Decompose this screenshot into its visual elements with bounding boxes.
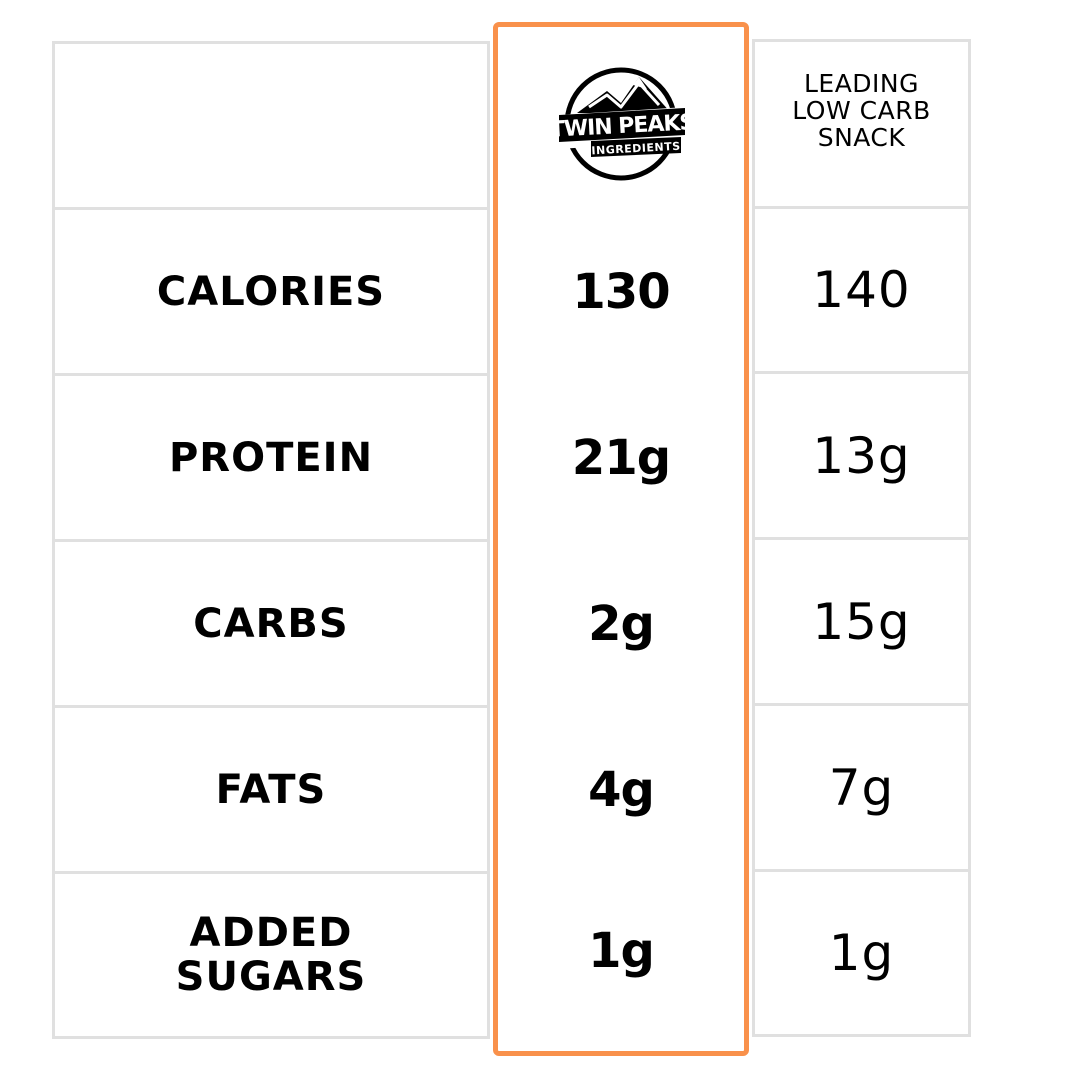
twin-peaks-logo: TWIN PEAKS INGREDIENTS bbox=[549, 63, 695, 185]
competitor-value-added-sugars: 1g bbox=[752, 869, 971, 1037]
header-empty-cell bbox=[52, 41, 490, 210]
twin-peaks-value-fats: 4g bbox=[498, 705, 744, 874]
row-label-text: FATS bbox=[215, 766, 327, 813]
row-label-calories: CALORIES bbox=[52, 207, 490, 376]
row-label-fats: FATS bbox=[52, 705, 490, 874]
competitor-value-text: 13g bbox=[812, 426, 911, 485]
competitor-header-label: LEADING LOW CARB SNACK bbox=[792, 70, 930, 151]
competitor-value-calories: 140 bbox=[752, 206, 971, 374]
row-label-text: PROTEIN bbox=[168, 434, 374, 481]
competitor-value-protein: 13g bbox=[752, 371, 971, 540]
competitor-value-carbs: 15g bbox=[752, 537, 971, 706]
twin-peaks-value-calories: 130 bbox=[498, 207, 744, 376]
competitor-value-text: 140 bbox=[812, 261, 911, 319]
row-label-carbs: CARBS bbox=[52, 539, 490, 708]
competitor-value-text: 15g bbox=[812, 592, 911, 651]
row-label-text: ADDED SUGARS bbox=[176, 911, 367, 999]
row-label-protein: PROTEIN bbox=[52, 373, 490, 542]
logo-text-sub: INGREDIENTS bbox=[591, 140, 681, 158]
twin-peaks-value-text: 1g bbox=[588, 923, 655, 979]
row-label-line: ADDED bbox=[189, 910, 353, 956]
twin-peaks-value-text: 2g bbox=[588, 595, 655, 652]
twin-peaks-value-text: 130 bbox=[572, 263, 670, 320]
row-label-added-sugars: ADDED SUGARS bbox=[52, 871, 490, 1039]
twin-peaks-logo-mark: TWIN PEAKS INGREDIENTS bbox=[549, 67, 695, 181]
twin-peaks-value-added-sugars: 1g bbox=[498, 871, 744, 1031]
twin-peaks-highlight-column bbox=[493, 22, 749, 1056]
competitor-value-text: 1g bbox=[828, 924, 895, 982]
competitor-value-fats: 7g bbox=[752, 703, 971, 872]
twin-peaks-value-carbs: 2g bbox=[498, 539, 744, 708]
competitor-header-cell: LEADING LOW CARB SNACK bbox=[752, 39, 971, 209]
row-label-line: SUGARS bbox=[175, 954, 367, 1000]
competitor-header-line: LOW CARB bbox=[792, 95, 931, 125]
competitor-header-line: SNACK bbox=[817, 122, 906, 152]
twin-peaks-value-protein: 21g bbox=[498, 373, 744, 542]
twin-peaks-value-text: 21g bbox=[571, 429, 671, 486]
row-label-text: CALORIES bbox=[156, 268, 386, 315]
competitor-header-line: LEADING bbox=[803, 68, 920, 98]
row-label-text: CARBS bbox=[193, 600, 349, 647]
competitor-value-text: 7g bbox=[828, 758, 895, 817]
twin-peaks-value-text: 4g bbox=[588, 761, 655, 818]
